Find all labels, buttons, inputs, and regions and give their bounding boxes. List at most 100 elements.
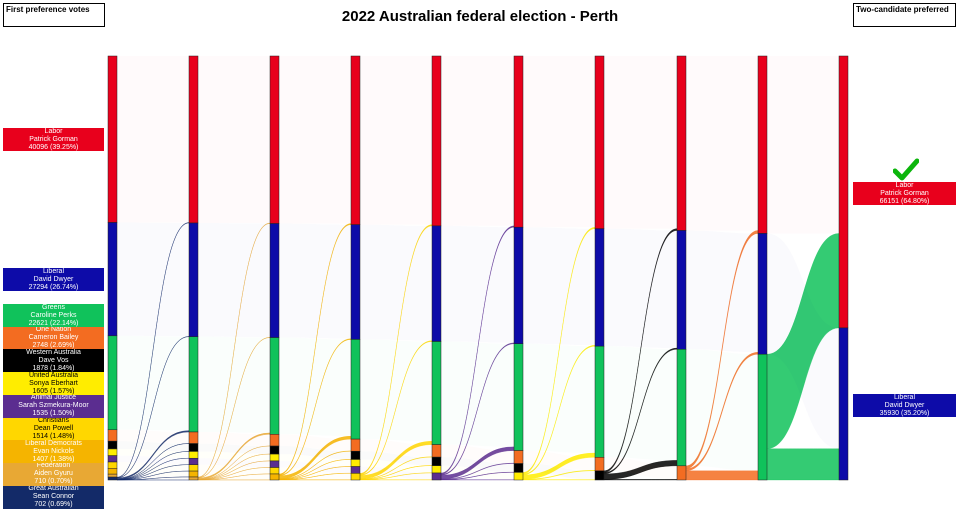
candidate-name: Sean Connor [32,493,75,501]
candidate-name: Patrick Gorman [880,189,929,197]
candidate-name: David Dwyer [33,275,74,283]
bar-liberal-count-8 [676,230,687,350]
bar-western-australia-count-1 [107,440,118,450]
bar-united-australia-count-3 [269,453,280,462]
bar-labor-count-2 [188,55,199,224]
flows [116,56,840,481]
bar-liberal-count-1 [107,222,118,337]
bar-labor-count-6 [513,55,524,228]
chart-title: 2022 Australian federal election - Perth [341,8,619,25]
party-name: Labor [895,182,914,189]
flow-labor-carry [767,56,839,233]
bar-federation-count-1 [107,473,118,478]
candidate-name: Aiden Gyuru [34,470,73,478]
party-name: Liberal Democrats [25,440,82,447]
party-name: Greens [42,304,65,311]
bar-liberal-democrats-count-2 [188,470,199,478]
candidate-name: Patrick Gorman [29,135,78,143]
flow-greens-carry [360,339,432,441]
bar-labor-count-10 [838,55,849,329]
bar-greens-count-5 [431,341,442,445]
flow-labor-carry [441,56,514,226]
candidate-name: Caroline Perks [30,311,77,319]
bar-united-australia-count-5 [431,465,442,474]
label-first-pref-great-australian: Great Australian Sean Connor 702 (0.69%) [3,485,104,509]
vote-result: 702 (0.69%) [34,501,73,509]
flow-liberal-carry [360,225,432,341]
bar-western-australia-count-4 [350,450,361,460]
flow-labor-carry [604,56,677,229]
bar-one-nation-count-6 [513,450,524,464]
label-tcp-liberal: Liberal David Dwyer 35930 (35.20%) [853,394,956,417]
party-name: Liberal [42,268,64,275]
vote-result: 1878 (1.84%) [32,364,75,372]
party-name: Labor [44,128,63,135]
bar-greens-count-8 [676,349,687,467]
label-first-pref-federation: Federation Aiden Gyuru 710 (0.70%) [3,462,104,486]
bar-greens-count-7 [594,345,605,458]
flow-labor-carry [279,56,351,224]
flow-greens-carry [441,342,514,447]
flow-liberal-carry [441,226,514,343]
party-name: Western Australia [26,349,81,356]
bar-one-nation-count-8 [676,465,687,481]
bar-united-australia-count-1 [107,448,118,456]
label-first-pref-liberal-democrats: Liberal Democrats Evan Nickols 1407 (1.38%… [3,440,104,464]
bar-liberal-democrats-count-1 [107,468,118,475]
label-first-pref-labor: Labor Patrick Gorman 40096 (39.25%) [3,128,104,151]
label-first-pref-christians: Christians Dean Powell 1514 (1.48%) [3,417,104,441]
bar-one-nation-count-3 [269,434,280,447]
flow-one-nation-to-greens [685,470,759,481]
flow-labor-carry [686,56,758,230]
party-name: One Nation [35,326,72,334]
bar-labor-count-1 [107,55,118,223]
bar-greens-count-6 [513,343,524,451]
candidate-name: Evan Nickols [33,447,74,455]
flow-greens-carry [198,337,270,433]
bar-liberal-democrats-count-3 [269,473,280,481]
flow-western-australia-to-one-nation [603,479,678,481]
bar-animal-justice-count-1 [107,455,118,463]
flow-greens-carry [686,349,758,471]
flow-liberal-carry [117,222,189,336]
bar-western-australia-count-7 [594,470,605,481]
bar-western-australia-count-5 [431,456,442,466]
vote-result: 22621 (22.14%) [28,319,79,327]
bar-labor-count-7 [594,55,605,229]
first-preference-header: First preference votes [3,3,105,27]
bar-christians-count-2 [188,464,199,472]
bar-labor-count-3 [269,55,280,224]
candidate-name: Dave Vos [38,356,69,364]
candidate-name: Dean Powell [33,425,74,432]
label-first-pref-western-australia: Western Australia Dave Vos 1878 (1.84%) [3,349,104,373]
bar-liberal-count-4 [350,224,361,340]
bar-labor-count-4 [350,55,361,225]
bar-greens-count-3 [269,337,280,435]
bar-united-australia-count-6 [513,472,524,481]
bar-united-australia-count-4 [350,459,361,467]
flow-greens-carry [523,344,595,453]
bar-liberal-count-9 [757,233,768,355]
bar-liberal-count-10 [838,327,849,481]
candidate-name: Sonya Eberhart [29,379,78,387]
bar-greens-count-4 [350,339,361,440]
label-tcp-labor: Labor Patrick Gorman 66151 (64.80%) [853,182,956,205]
candidate-name: David Dwyer [884,401,925,409]
bar-animal-justice-count-4 [350,466,361,474]
flow-liberal-carry [604,229,677,348]
party-name: Liberal [893,394,915,401]
candidate-name: Cameron Bailey [28,334,79,342]
bar-great-australian-count-1 [107,476,118,481]
bar-animal-justice-count-2 [188,457,199,465]
bar-liberal-count-3 [269,223,280,338]
bar-christians-count-3 [269,467,280,475]
vote-result: 27294 (26.74%) [28,283,79,291]
bar-liberal-count-5 [431,225,442,342]
check-mark-icon [893,158,919,181]
bar-labor-count-9 [757,55,768,234]
bar-one-nation-count-1 [107,429,118,442]
bar-liberal-count-2 [188,222,199,337]
flow-liberal-carry [523,227,595,345]
bar-labor-count-5 [431,55,442,227]
bar-christians-count-1 [107,461,118,469]
